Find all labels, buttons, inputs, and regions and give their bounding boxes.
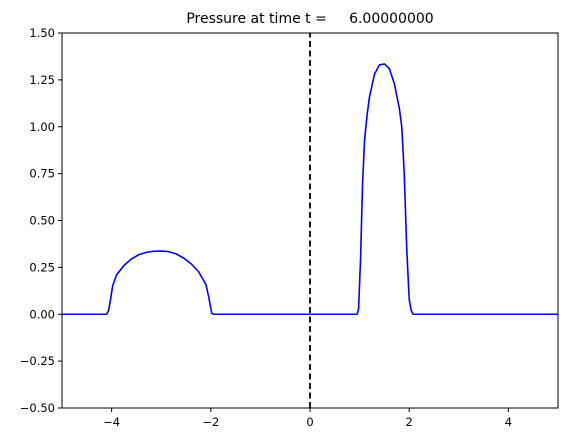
- y-tick-label: 1.00: [29, 120, 55, 134]
- y-tick-label: −0.50: [20, 401, 55, 415]
- y-tick-label: 1.25: [29, 73, 55, 87]
- x-tick-label: 0: [306, 415, 313, 429]
- x-tick-label: 2: [406, 415, 413, 429]
- plot-area: [62, 33, 558, 408]
- y-tick-label: 0.75: [29, 167, 55, 181]
- chart-title: Pressure at time t = 6.00000000: [186, 11, 433, 27]
- x-tick-label: −4: [103, 415, 120, 429]
- axes: −4 −2 0 2 4 −0.50 −0.25 0.00 0.25 0.50 0.75 1.00 1.2…: [20, 26, 559, 429]
- x-tick-label: −2: [202, 415, 219, 429]
- y-tick-label: −0.25: [20, 354, 55, 368]
- y-tick-label: 1.50: [29, 26, 55, 40]
- y-tick-label: 0.00: [29, 307, 55, 321]
- pressure-series-line: [62, 63, 558, 316]
- y-tick-label: 0.50: [29, 214, 55, 228]
- y-tick-label: 0.25: [29, 260, 55, 274]
- x-tick-label: 4: [505, 415, 512, 429]
